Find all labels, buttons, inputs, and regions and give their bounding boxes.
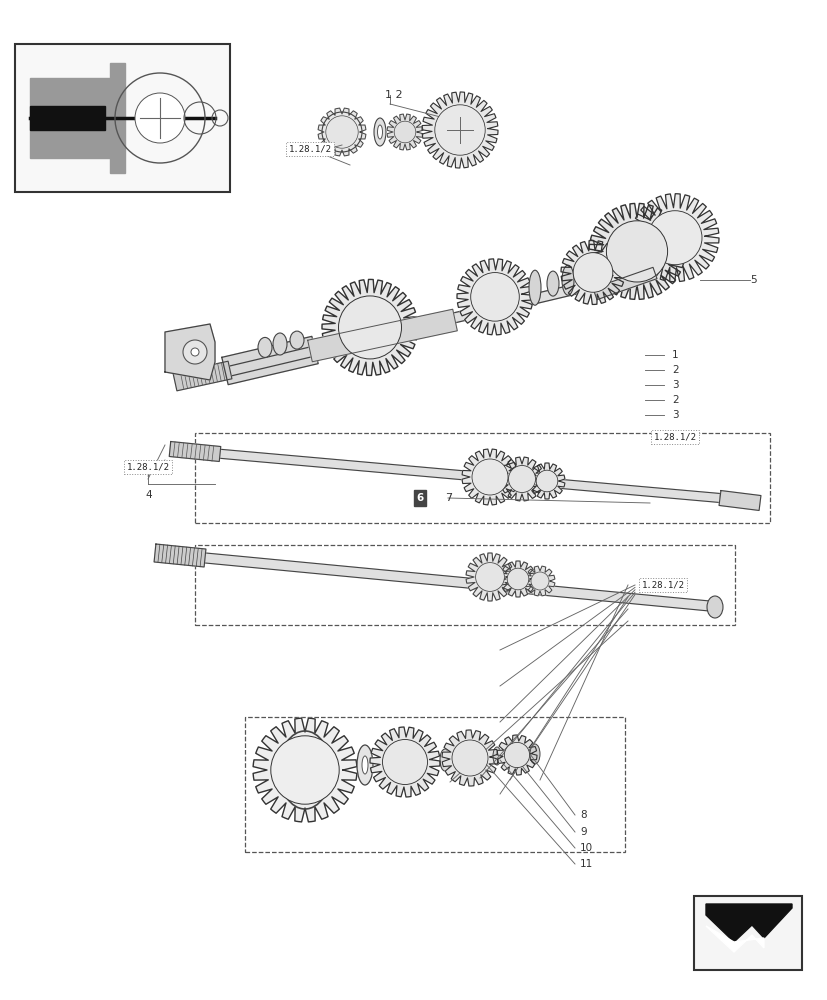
Text: 1.28.1/2: 1.28.1/2 <box>653 432 696 442</box>
Circle shape <box>382 739 427 784</box>
Circle shape <box>470 273 519 321</box>
Polygon shape <box>322 279 418 375</box>
Polygon shape <box>561 240 624 304</box>
Polygon shape <box>528 463 564 499</box>
Polygon shape <box>318 108 366 156</box>
Polygon shape <box>496 735 537 775</box>
Text: 4: 4 <box>145 490 151 500</box>
Circle shape <box>338 296 401 359</box>
Polygon shape <box>173 361 232 391</box>
Polygon shape <box>500 561 535 597</box>
Circle shape <box>530 572 548 590</box>
Polygon shape <box>253 718 356 822</box>
Bar <box>195 545 734 625</box>
Circle shape <box>135 93 184 143</box>
Polygon shape <box>705 926 763 952</box>
Bar <box>245 717 624 852</box>
Circle shape <box>322 112 361 152</box>
Circle shape <box>325 116 358 148</box>
Circle shape <box>504 742 529 768</box>
Polygon shape <box>718 491 760 510</box>
Polygon shape <box>466 553 514 601</box>
Polygon shape <box>169 442 221 461</box>
Polygon shape <box>222 336 318 385</box>
Circle shape <box>475 563 504 591</box>
Circle shape <box>572 253 612 292</box>
Polygon shape <box>500 457 543 501</box>
Ellipse shape <box>289 331 304 349</box>
Circle shape <box>536 470 557 492</box>
Circle shape <box>452 740 487 776</box>
Polygon shape <box>203 270 635 382</box>
Polygon shape <box>630 194 718 282</box>
Text: 2: 2 <box>672 365 678 375</box>
Text: 3: 3 <box>672 410 678 420</box>
Polygon shape <box>30 63 125 173</box>
Ellipse shape <box>547 271 558 296</box>
Circle shape <box>446 116 473 144</box>
Polygon shape <box>705 904 791 942</box>
Circle shape <box>394 121 415 143</box>
Text: 6: 6 <box>416 493 423 503</box>
Ellipse shape <box>706 596 722 618</box>
Polygon shape <box>592 267 656 300</box>
Bar <box>693 896 801 970</box>
Text: 1.28.1/2: 1.28.1/2 <box>127 462 170 472</box>
Text: 10: 10 <box>579 843 592 853</box>
Circle shape <box>471 459 508 495</box>
Text: 1 2: 1 2 <box>385 90 402 100</box>
Ellipse shape <box>374 118 385 146</box>
Text: 9: 9 <box>579 827 586 837</box>
Polygon shape <box>524 566 554 596</box>
Ellipse shape <box>529 744 539 764</box>
Polygon shape <box>588 203 684 299</box>
Ellipse shape <box>273 333 287 355</box>
Bar <box>195 433 769 523</box>
Polygon shape <box>30 106 105 130</box>
Circle shape <box>605 221 667 282</box>
Ellipse shape <box>439 749 449 771</box>
Circle shape <box>332 122 351 142</box>
Ellipse shape <box>377 125 382 139</box>
Circle shape <box>648 211 701 265</box>
Text: 1: 1 <box>672 350 678 360</box>
Polygon shape <box>442 730 497 786</box>
Polygon shape <box>457 259 533 335</box>
Ellipse shape <box>361 756 367 774</box>
Polygon shape <box>199 448 719 502</box>
Ellipse shape <box>356 745 372 785</box>
Ellipse shape <box>528 270 540 305</box>
Text: 7: 7 <box>444 493 452 503</box>
Ellipse shape <box>492 747 500 765</box>
Polygon shape <box>165 324 215 380</box>
Polygon shape <box>154 544 206 567</box>
Polygon shape <box>386 114 423 150</box>
Text: 8: 8 <box>579 810 586 820</box>
Circle shape <box>508 466 535 492</box>
Circle shape <box>507 568 528 590</box>
Circle shape <box>270 736 339 804</box>
Polygon shape <box>308 309 457 362</box>
Polygon shape <box>422 92 497 168</box>
Text: 11: 11 <box>579 859 592 869</box>
Text: 5: 5 <box>749 275 756 285</box>
Ellipse shape <box>258 337 272 357</box>
Ellipse shape <box>562 265 573 295</box>
Text: 3: 3 <box>672 380 678 390</box>
Polygon shape <box>461 449 517 505</box>
Bar <box>15 44 230 192</box>
Polygon shape <box>194 552 719 612</box>
Circle shape <box>183 340 207 364</box>
Polygon shape <box>701 904 793 962</box>
Text: 1.28.1/2: 1.28.1/2 <box>288 145 331 154</box>
Ellipse shape <box>289 744 321 796</box>
Polygon shape <box>370 727 439 797</box>
Text: 2: 2 <box>672 395 678 405</box>
Text: 1.28.1/2: 1.28.1/2 <box>641 580 684 589</box>
Circle shape <box>434 105 485 155</box>
Circle shape <box>191 348 198 356</box>
